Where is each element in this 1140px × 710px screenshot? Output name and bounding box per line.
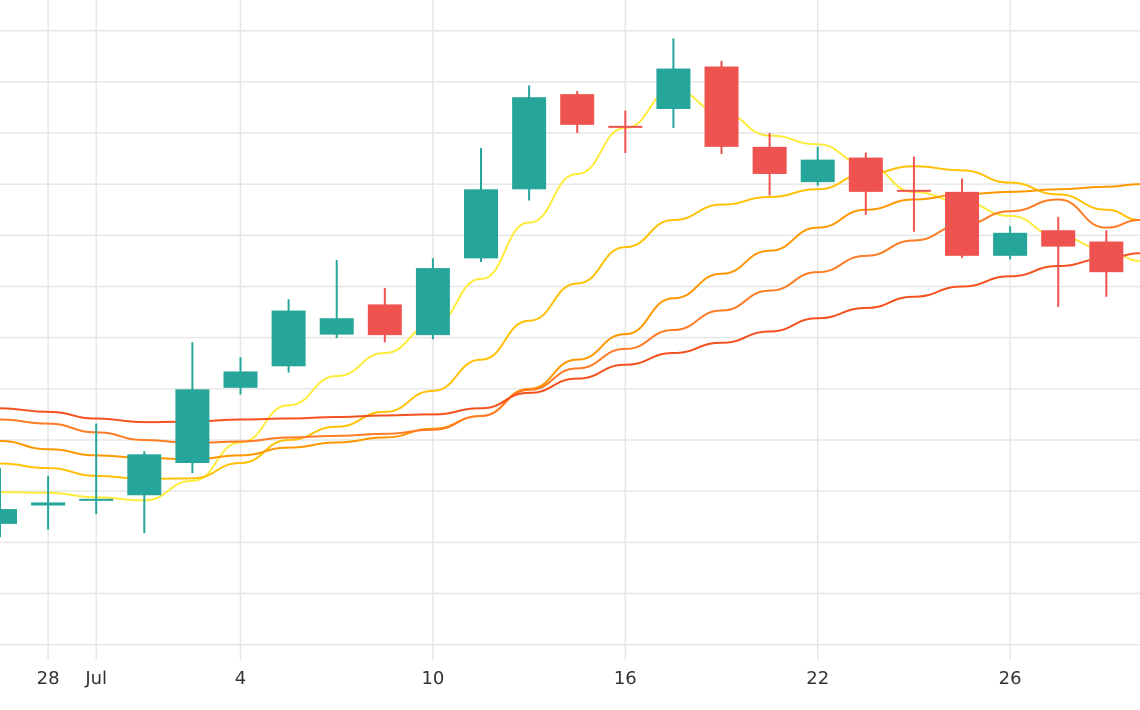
candle[interactable] xyxy=(223,357,258,395)
candle[interactable] xyxy=(848,152,883,215)
candle[interactable] xyxy=(896,156,931,232)
candle[interactable] xyxy=(0,468,17,538)
x-tick-label: 28 xyxy=(37,668,60,689)
candle-body[interactable] xyxy=(31,502,66,506)
candle-body[interactable] xyxy=(848,157,883,192)
candle[interactable] xyxy=(945,178,980,258)
candle[interactable] xyxy=(367,288,402,343)
candle-body[interactable] xyxy=(79,498,114,501)
candle-body[interactable] xyxy=(319,318,354,335)
candle-body[interactable] xyxy=(800,159,835,183)
moving-average-lines xyxy=(0,88,1140,502)
candle-body[interactable] xyxy=(1089,241,1124,273)
candle[interactable] xyxy=(656,38,691,128)
candle-body[interactable] xyxy=(367,304,402,336)
x-tick-label: 26 xyxy=(999,668,1022,689)
candle[interactable] xyxy=(1041,216,1076,307)
candle-body[interactable] xyxy=(1041,230,1076,247)
candle-body[interactable] xyxy=(560,94,595,125)
candle[interactable] xyxy=(464,147,499,262)
candle-body[interactable] xyxy=(464,189,499,259)
candle-body[interactable] xyxy=(752,146,787,174)
candle-body[interactable] xyxy=(608,125,643,128)
candle[interactable] xyxy=(752,133,787,196)
x-axis-labels: 28 Jul 4 10 16 22 26 xyxy=(37,668,1022,689)
candle-body[interactable] xyxy=(896,189,931,192)
candle[interactable] xyxy=(608,110,643,153)
candle-body[interactable] xyxy=(512,97,547,190)
candle[interactable] xyxy=(1089,230,1124,297)
moving-average-line-2 xyxy=(0,165,1140,480)
candle[interactable] xyxy=(993,226,1028,260)
candle[interactable] xyxy=(31,475,66,530)
x-tick-label: 22 xyxy=(806,668,829,689)
x-tick-label: 4 xyxy=(235,668,246,689)
x-tick-label: 10 xyxy=(421,668,444,689)
candles[interactable] xyxy=(0,38,1124,538)
candle[interactable] xyxy=(127,451,162,534)
candle-body[interactable] xyxy=(704,66,739,147)
candle[interactable] xyxy=(175,342,210,474)
candle[interactable] xyxy=(704,60,739,154)
moving-average-line-1 xyxy=(0,88,1140,502)
candle-body[interactable] xyxy=(656,68,691,109)
candle-body[interactable] xyxy=(415,268,450,336)
candle[interactable] xyxy=(512,85,547,201)
candle[interactable] xyxy=(415,258,450,340)
candle-body[interactable] xyxy=(0,509,17,524)
candle[interactable] xyxy=(800,146,835,186)
candle-body[interactable] xyxy=(175,389,210,464)
candle[interactable] xyxy=(319,259,354,339)
candle[interactable] xyxy=(79,423,114,515)
x-tick-label: 16 xyxy=(614,668,637,689)
candle-body[interactable] xyxy=(945,191,980,256)
candle-body[interactable] xyxy=(127,454,162,496)
grid-lines xyxy=(0,0,1140,660)
candle-body[interactable] xyxy=(223,371,258,388)
x-tick-label: Jul xyxy=(84,668,107,689)
candle-body[interactable] xyxy=(993,232,1028,256)
candle-body[interactable] xyxy=(271,310,306,367)
candle[interactable] xyxy=(271,299,306,373)
candle[interactable] xyxy=(560,91,595,134)
